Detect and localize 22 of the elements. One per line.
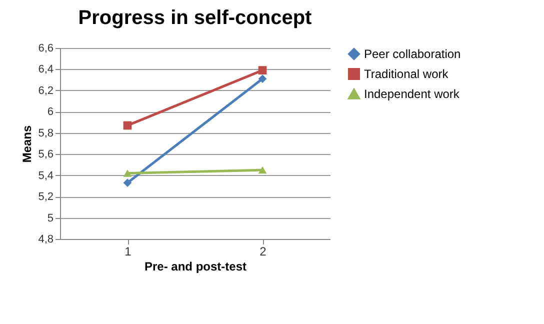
x-tick-label: 2 (260, 244, 267, 258)
legend-label: Traditional work (364, 67, 450, 81)
y-axis-title: Means (20, 125, 34, 163)
legend-label: Peer collaboration (364, 47, 461, 61)
point (123, 178, 132, 187)
x-axis-title: Pre- and post-test (144, 260, 247, 274)
chart-title: Progress in self-concept (78, 7, 312, 29)
point (258, 74, 267, 83)
y-tick-label: 6,2 (38, 84, 54, 97)
y-tick-label: 4,8 (38, 234, 54, 246)
x-tick-label: 1 (124, 244, 132, 258)
y-tick-label: 6,6 (38, 42, 54, 54)
y-tick-label: 5,2 (38, 191, 54, 204)
legend-label: Independent work (364, 87, 460, 101)
point (123, 121, 132, 130)
y-tick-label: 5,8 (38, 127, 54, 140)
y-tick-label: 5,4 (38, 170, 54, 182)
point (258, 66, 267, 74)
y-tick-label: 6,4 (38, 64, 54, 76)
y-tick-label: 5,6 (38, 148, 54, 161)
y-tick-label: 5 (47, 212, 54, 224)
y-tick-label: 6 (47, 106, 54, 118)
